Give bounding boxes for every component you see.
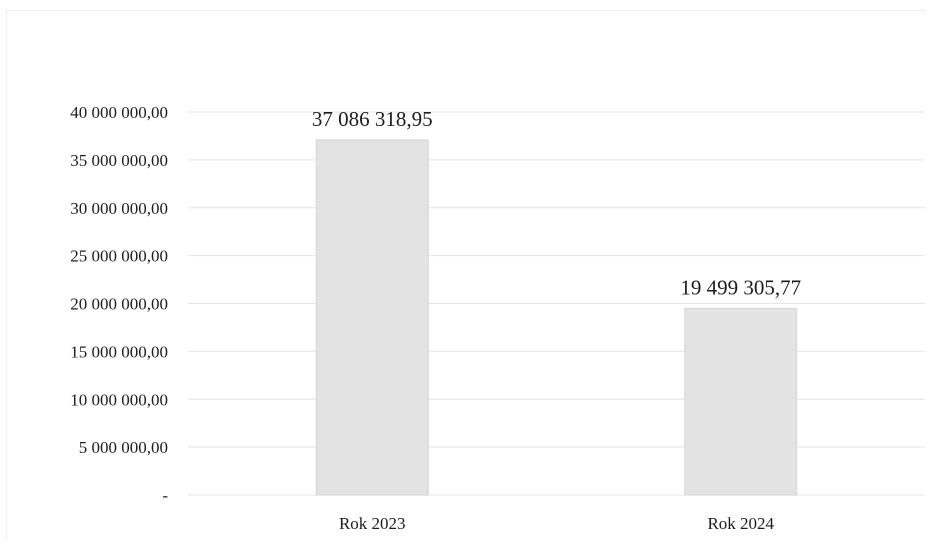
labels-layer: - 5 000 000,00 10 000 000,00 15 000 000,00 2… (70, 103, 801, 533)
y-tick-label: 10 000 000,00 (70, 390, 168, 409)
chart-frame (6, 10, 926, 540)
y-tick-label: 25 000 000,00 (70, 247, 168, 266)
grid-layer (188, 111, 925, 496)
bar (684, 307, 798, 496)
y-tick-label: 30 000 000,00 (70, 199, 168, 218)
y-tick-label: 15 000 000,00 (70, 342, 168, 361)
y-tick-label: 40 000 000,00 (70, 103, 168, 122)
bars-layer (315, 139, 798, 496)
y-tick-label: 5 000 000,00 (79, 438, 168, 457)
x-category-label: Rok 2023 (339, 514, 406, 533)
bar (315, 139, 429, 496)
y-tick-label: 20 000 000,00 (70, 295, 168, 314)
bar-value-label: 19 499 305,77 (680, 275, 801, 299)
bar-value-label: 37 086 318,95 (312, 107, 433, 131)
y-tick-label: 35 000 000,00 (70, 151, 168, 170)
x-category-label: Rok 2024 (707, 514, 774, 533)
y-tick-label: - (162, 486, 168, 505)
